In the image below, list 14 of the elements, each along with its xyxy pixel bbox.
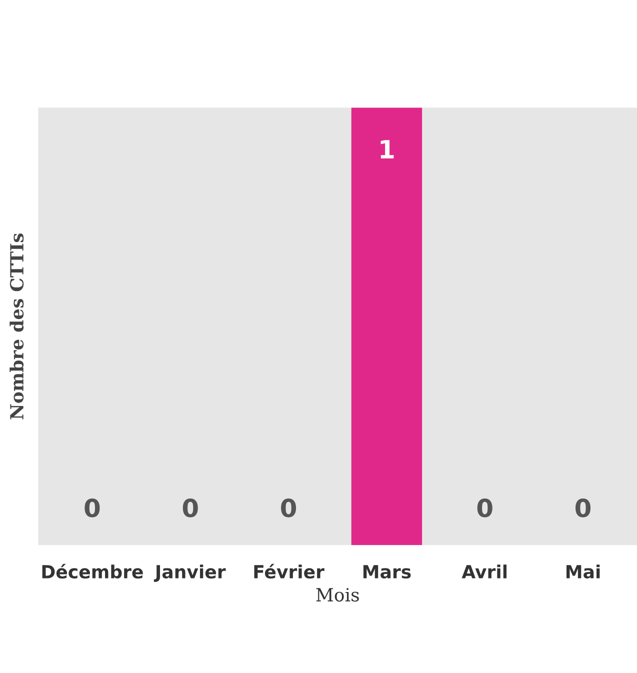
data-label: 0 bbox=[182, 498, 198, 518]
data-label: 0 bbox=[281, 498, 296, 518]
x-tick-label: Mars bbox=[363, 565, 411, 579]
data-label: 1 bbox=[380, 140, 394, 158]
x-axis-title: Mois bbox=[316, 588, 359, 602]
data-label: 0 bbox=[576, 498, 591, 518]
x-tick-label: Avril bbox=[462, 564, 507, 578]
data-label: 0 bbox=[477, 498, 492, 518]
data-label: 0 bbox=[84, 498, 100, 518]
x-tick-label: Décembre bbox=[42, 564, 143, 579]
x-tick-label: Février bbox=[254, 564, 324, 579]
x-tick-label: Mai bbox=[566, 564, 600, 579]
x-tick-label: Janvier bbox=[154, 564, 226, 582]
y-axis-title: Nombre des CTTIs bbox=[10, 233, 24, 420]
